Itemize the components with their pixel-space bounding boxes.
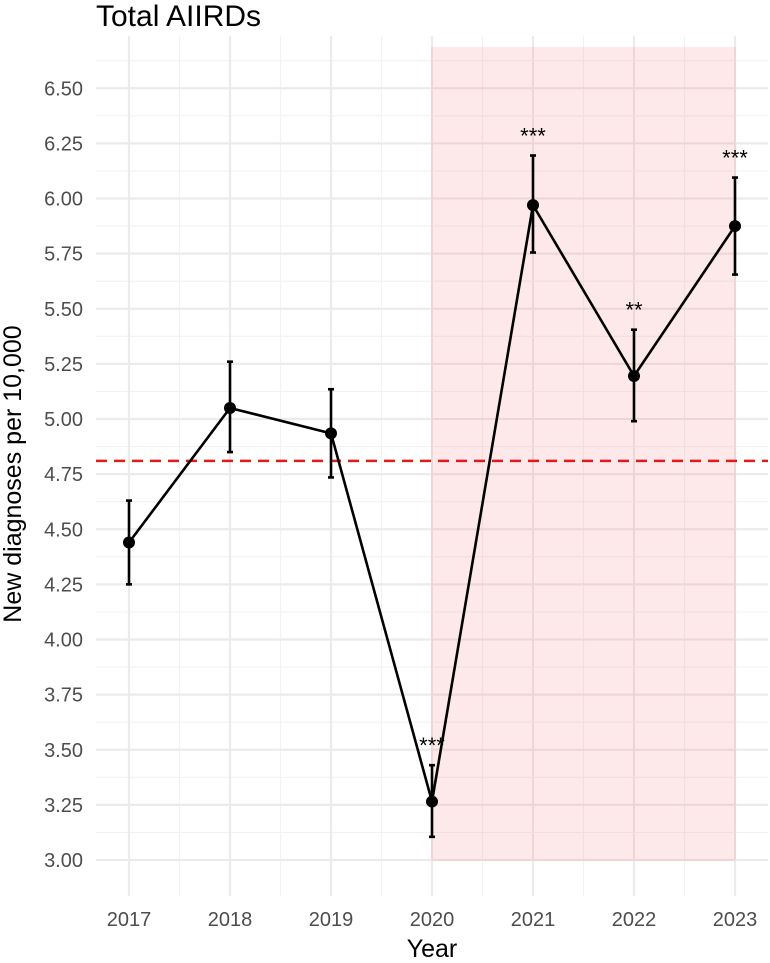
y-tick-label: 4.75 — [44, 464, 83, 486]
y-tick-label: 5.50 — [44, 299, 83, 321]
x-tick-label: 2017 — [107, 909, 152, 931]
y-tick-label: 3.25 — [44, 795, 83, 817]
data-point — [224, 401, 236, 414]
x-tick-label: 2023 — [713, 909, 758, 931]
significance-label: *** — [520, 124, 546, 149]
y-tick-labels: 3.00 3.25 3.50 3.75 4.00 4.25 4.50 4.75 5.00 5.25… — [44, 78, 83, 872]
significance-labels: *********** — [419, 124, 748, 759]
x-tick-label: 2018 — [208, 909, 253, 931]
y-tick-label: 3.00 — [44, 850, 83, 872]
y-tick-label: 4.25 — [44, 574, 83, 596]
data-point — [123, 536, 135, 549]
x-tick-label: 2021 — [511, 909, 556, 931]
x-tick-label: 2022 — [612, 909, 657, 931]
significance-label: ** — [625, 298, 643, 323]
data-point — [426, 795, 438, 808]
y-tick-label: 4.00 — [44, 630, 83, 652]
data-points — [123, 199, 741, 808]
data-point — [729, 220, 741, 233]
y-tick-label: 3.75 — [44, 685, 83, 707]
data-point — [527, 199, 539, 212]
significance-label: *** — [722, 146, 748, 171]
y-tick-label: 5.00 — [44, 409, 83, 431]
chart-title: Total AIIRDs — [96, 0, 261, 33]
x-tick-label: 2020 — [410, 909, 455, 931]
y-tick-label: 6.50 — [44, 78, 83, 100]
x-tick-labels: 2017 2018 2019 2020 2021 2022 2023 — [107, 909, 758, 931]
y-tick-label: 6.25 — [44, 133, 83, 155]
x-tick-label: 2019 — [309, 909, 354, 931]
y-tick-label: 4.50 — [44, 519, 83, 541]
y-tick-label: 3.50 — [44, 740, 83, 762]
data-point — [628, 370, 640, 383]
y-tick-label: 5.25 — [44, 354, 83, 376]
y-axis-title: New diagnoses per 10,000 — [0, 325, 27, 622]
significance-label: *** — [419, 733, 445, 758]
data-point — [325, 427, 337, 440]
y-tick-label: 5.75 — [44, 244, 83, 266]
y-tick-label: 6.00 — [44, 189, 83, 211]
x-axis-title: Year — [407, 935, 458, 963]
